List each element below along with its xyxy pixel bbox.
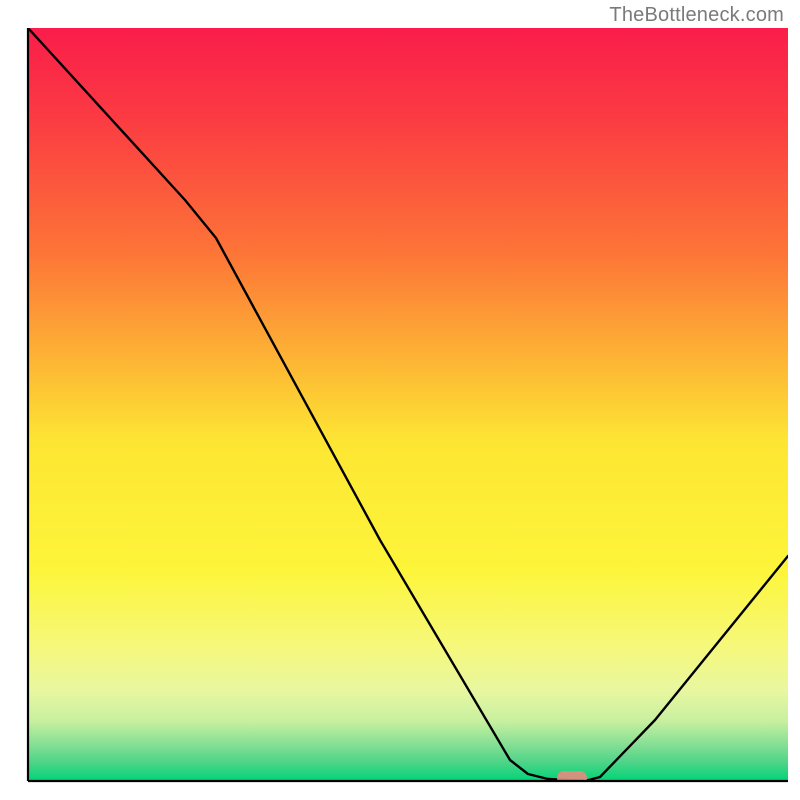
current-config-marker [557,771,587,785]
bottleneck-chart [0,0,800,800]
gradient-background [28,28,788,781]
watermark: TheBottleneck.com [609,4,784,27]
